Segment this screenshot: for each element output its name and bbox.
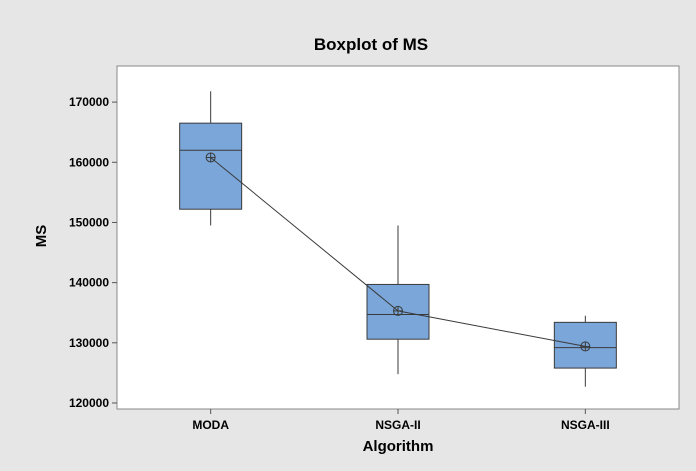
chart-marks: 120000 130000 140000 150000 160000 170000 MODA… [69,91,617,432]
y-tick-label: 120000 [69,396,109,410]
x-tick-label: NSGA-II [375,418,420,432]
x-tick-label: MODA [192,418,229,432]
y-tick-label: 150000 [69,215,109,229]
y-tick-label: 160000 [69,155,109,169]
y-tick-label: 140000 [69,276,109,290]
x-tick-label: NSGA-III [561,418,610,432]
y-tick-label: 170000 [69,95,109,109]
y-axis-label: MS [33,225,50,248]
y-tick-label: 130000 [69,336,109,350]
x-axis-label: Algorithm [363,438,434,455]
box [179,122,243,210]
chart-title: Boxplot of MS [314,35,428,54]
